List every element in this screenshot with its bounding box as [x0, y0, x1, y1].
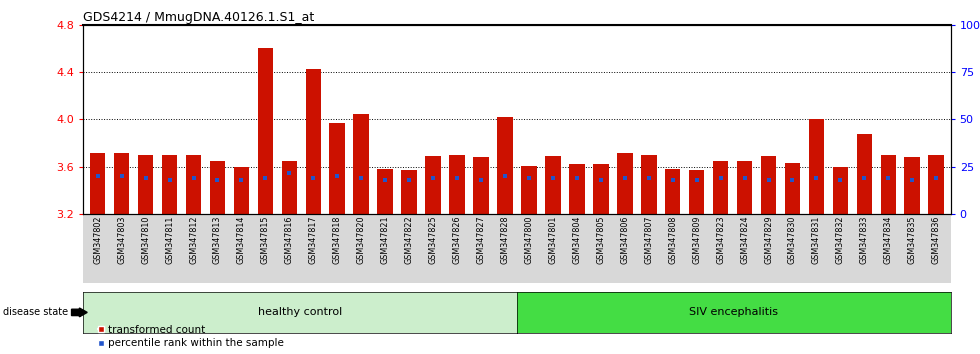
- Bar: [425, 156, 441, 214]
- Text: healthy control: healthy control: [258, 307, 342, 318]
- Bar: [521, 166, 537, 214]
- Bar: [402, 170, 416, 214]
- Bar: [210, 161, 225, 214]
- Bar: [281, 161, 297, 214]
- Bar: [90, 153, 106, 214]
- Bar: [114, 153, 129, 214]
- Bar: [593, 165, 609, 214]
- Bar: [329, 123, 345, 214]
- Text: SIV encephalitis: SIV encephalitis: [689, 307, 778, 318]
- Bar: [186, 155, 201, 214]
- Bar: [857, 134, 872, 214]
- Bar: [808, 119, 824, 214]
- Bar: [233, 167, 249, 214]
- Bar: [664, 169, 680, 214]
- Bar: [162, 155, 177, 214]
- Bar: [760, 156, 776, 214]
- Bar: [689, 170, 705, 214]
- Bar: [354, 114, 369, 214]
- Bar: [473, 157, 489, 214]
- Bar: [712, 161, 728, 214]
- Bar: [737, 161, 753, 214]
- Bar: [377, 169, 393, 214]
- Bar: [785, 163, 801, 214]
- Bar: [497, 117, 513, 214]
- Bar: [306, 69, 321, 214]
- Bar: [641, 155, 657, 214]
- Bar: [880, 155, 896, 214]
- Bar: [905, 157, 920, 214]
- Bar: [449, 155, 465, 214]
- Bar: [617, 153, 632, 214]
- Bar: [928, 155, 944, 214]
- Bar: [545, 156, 561, 214]
- Text: disease state: disease state: [3, 307, 68, 318]
- Bar: [833, 167, 848, 214]
- Legend: transformed count, percentile rank within the sample: transformed count, percentile rank withi…: [93, 321, 288, 352]
- Bar: [569, 165, 585, 214]
- Bar: [258, 48, 273, 214]
- Text: GDS4214 / MmugDNA.40126.1.S1_at: GDS4214 / MmugDNA.40126.1.S1_at: [83, 11, 315, 24]
- Bar: [138, 155, 154, 214]
